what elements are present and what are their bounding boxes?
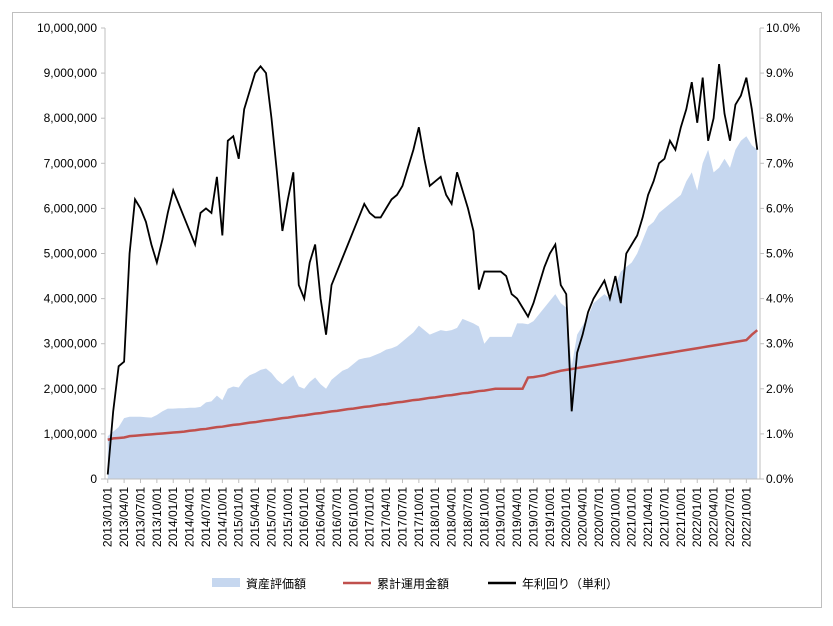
x-tick-label: 2020/04/01 bbox=[576, 487, 590, 547]
y2-tick-label: 5.0% bbox=[766, 247, 794, 261]
area bbox=[107, 136, 758, 480]
y2-tick-label: 1.0% bbox=[766, 427, 794, 441]
legend-item: 年利回り（単利） bbox=[488, 577, 618, 591]
x-tick-label: 2022/01/01 bbox=[690, 487, 704, 547]
x-tick-label: 2021/10/01 bbox=[674, 487, 688, 547]
x-tick-label: 2013/10/01 bbox=[150, 487, 164, 547]
x-tick-label: 2021/07/01 bbox=[657, 487, 671, 547]
x-tick-label: 2014/01/01 bbox=[166, 487, 180, 547]
x-tick-label: 2017/01/01 bbox=[363, 487, 377, 547]
y2-tick-label: 10.0% bbox=[766, 21, 800, 35]
x-tick-label: 2015/07/01 bbox=[264, 487, 278, 547]
x-tick-label: 2014/07/01 bbox=[199, 487, 213, 547]
x-tick-label: 2019/10/01 bbox=[543, 487, 557, 547]
y2-tick-label: 9.0% bbox=[766, 66, 794, 80]
x-tick-label: 2020/07/01 bbox=[592, 487, 606, 547]
x-tick-label: 2019/07/01 bbox=[526, 487, 540, 547]
x-tick-label: 2018/01/01 bbox=[428, 487, 442, 547]
x-tick-label: 2014/04/01 bbox=[183, 487, 197, 547]
x-tick-label: 2021/01/01 bbox=[625, 487, 639, 547]
x-tick-label: 2018/07/01 bbox=[461, 487, 475, 547]
x-tick-label: 2013/07/01 bbox=[133, 487, 147, 547]
y-tick-label: 5,000,000 bbox=[44, 247, 98, 261]
x-tick-label: 2017/04/01 bbox=[379, 487, 393, 547]
x-tick-label: 2018/04/01 bbox=[445, 487, 459, 547]
x-tick-label: 2017/10/01 bbox=[412, 487, 426, 547]
legend-label: 年利回り（単利） bbox=[522, 577, 618, 591]
x-tick-label: 2022/07/01 bbox=[723, 487, 737, 547]
y-tick-label: 4,000,000 bbox=[44, 292, 98, 306]
y-tick-label: 0 bbox=[90, 472, 97, 486]
x-tick-label: 2013/04/01 bbox=[117, 487, 131, 547]
legend-label: 累計運用金額 bbox=[377, 576, 449, 591]
x-tick-label: 2013/01/01 bbox=[101, 487, 115, 547]
y-tick-label: 8,000,000 bbox=[44, 111, 98, 125]
legend-swatch bbox=[212, 578, 240, 587]
x-tick-label: 2016/10/01 bbox=[346, 487, 360, 547]
legend-item: 累計運用金額 bbox=[343, 576, 449, 591]
x-tick-label: 2020/01/01 bbox=[559, 487, 573, 547]
x-tick-label: 2019/04/01 bbox=[510, 487, 524, 547]
x-tick-label: 2022/10/01 bbox=[739, 487, 753, 547]
x-tick-label: 2014/10/01 bbox=[215, 487, 229, 547]
y-tick-label: 6,000,000 bbox=[44, 201, 98, 215]
x-tick-label: 2020/10/01 bbox=[608, 487, 622, 547]
y2-tick-label: 2.0% bbox=[766, 382, 794, 396]
x-tick-label: 2022/04/01 bbox=[707, 487, 721, 547]
x-tick-label: 2015/10/01 bbox=[281, 487, 295, 547]
y2-tick-label: 3.0% bbox=[766, 337, 794, 351]
x-tick-label: 2015/01/01 bbox=[232, 487, 246, 547]
y-tick-label: 9,000,000 bbox=[44, 66, 98, 80]
x-tick-label: 2021/04/01 bbox=[641, 487, 655, 547]
x-tick-label: 2015/04/01 bbox=[248, 487, 262, 547]
x-tick-label: 2016/07/01 bbox=[330, 487, 344, 547]
legend-label: 資産評価額 bbox=[246, 576, 306, 591]
line bbox=[106, 63, 759, 475]
legend-item: 資産評価額 bbox=[212, 576, 306, 591]
y2-tick-label: 4.0% bbox=[766, 292, 794, 306]
x-tick-label: 2018/10/01 bbox=[477, 487, 491, 547]
y-tick-label: 7,000,000 bbox=[44, 156, 98, 170]
x-tick-label: 2016/04/01 bbox=[314, 487, 328, 547]
y2-tick-label: 7.0% bbox=[766, 156, 794, 170]
x-tick-label: 2016/01/01 bbox=[297, 487, 311, 547]
y2-tick-label: 8.0% bbox=[766, 111, 794, 125]
y-tick-label: 1,000,000 bbox=[44, 427, 98, 441]
y2-tick-label: 6.0% bbox=[766, 201, 794, 215]
y2-tick-label: 0.0% bbox=[766, 472, 794, 486]
y-tick-label: 3,000,000 bbox=[44, 337, 98, 351]
x-tick-label: 2019/01/01 bbox=[494, 487, 508, 547]
line bbox=[107, 329, 759, 441]
x-tick-label: 2017/07/01 bbox=[395, 487, 409, 547]
y-tick-label: 10,000,000 bbox=[37, 21, 97, 35]
y-tick-label: 2,000,000 bbox=[44, 382, 98, 396]
